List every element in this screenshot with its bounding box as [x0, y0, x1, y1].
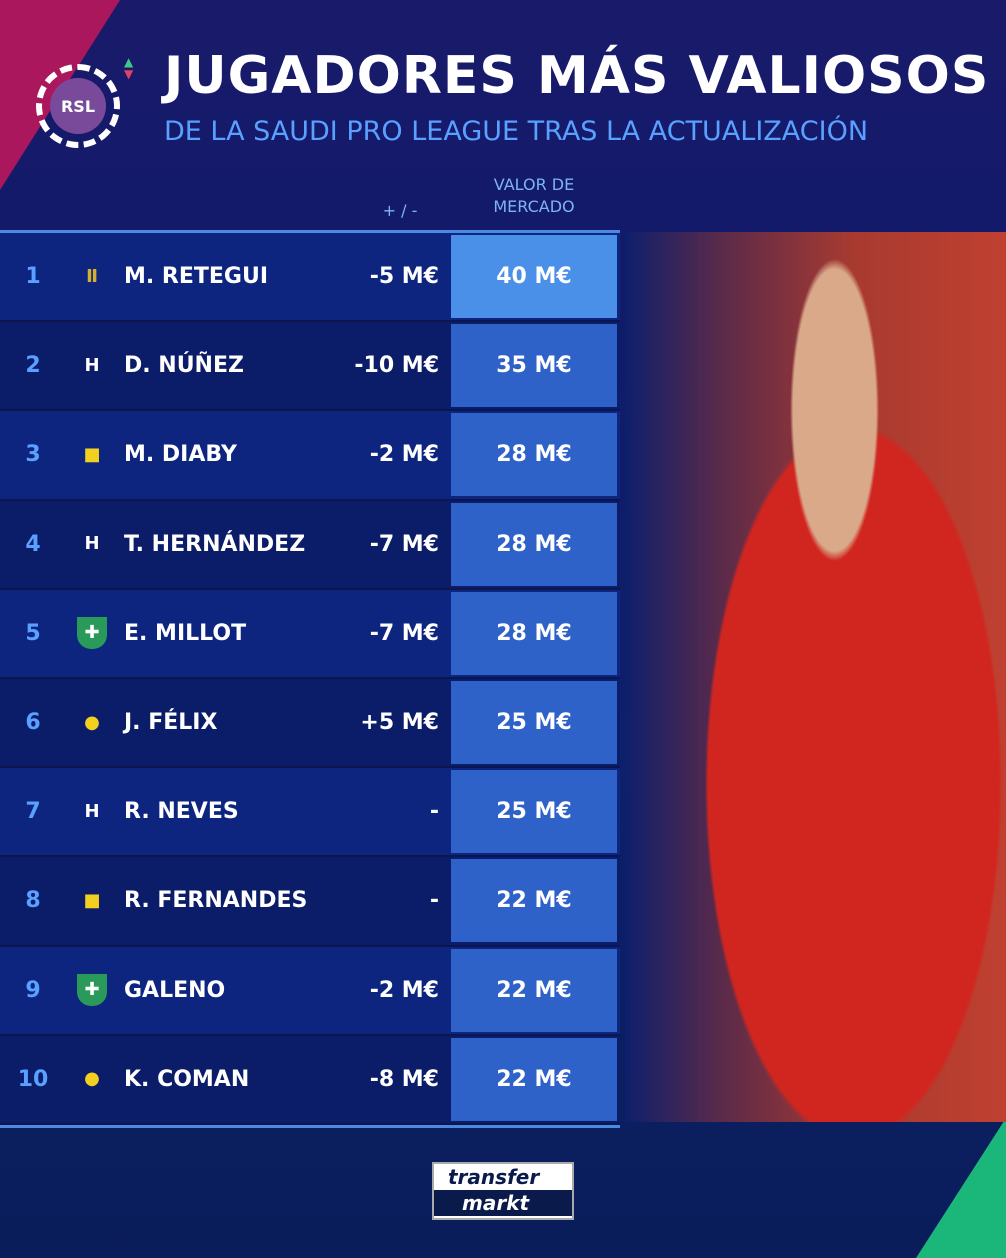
- market-value: 28 M€: [451, 502, 617, 586]
- value-change: -8 M€: [369, 1066, 439, 1092]
- page-title: JUGADORES MÁS VALIOSOS: [164, 46, 990, 106]
- rank: 3: [25, 442, 41, 468]
- transfermarkt-logo: transfer markt: [432, 1162, 574, 1220]
- value-change: +5 M€: [360, 710, 439, 736]
- value-change: -: [429, 799, 439, 825]
- player-photo: [625, 232, 1006, 1122]
- decorative-corner-green: [916, 1118, 1006, 1258]
- market-value: 22 M€: [451, 1037, 617, 1121]
- al-hilal-crest-icon: H: [84, 354, 100, 376]
- player-name: M. DIABY: [124, 442, 237, 468]
- rank: 10: [17, 1066, 49, 1092]
- value-change: -7 M€: [369, 531, 439, 557]
- rsl-logo: RSL: [36, 64, 120, 148]
- player-name: D. NÚÑEZ: [124, 353, 244, 379]
- ranking-table: 1 Ⅱ M. RETEGUI -5 M€ 40 M€ 2 H D. NÚÑEZ -…: [0, 230, 620, 1128]
- rank: 4: [25, 531, 41, 557]
- player-name: E. MILLOT: [124, 620, 247, 646]
- table-row: 9 ✚ GALENO -2 M€ 22 M€: [0, 946, 620, 1036]
- page-subtitle: DE LA SAUDI PRO LEAGUE TRAS LA ACTUALIZA…: [164, 116, 869, 147]
- player-name: K. COMAN: [124, 1066, 250, 1092]
- value-change: -2 M€: [369, 977, 439, 1003]
- market-value: 28 M€: [451, 413, 617, 497]
- value-change: -7 M€: [369, 620, 439, 646]
- player-name: T. HERNÁNDEZ: [124, 531, 306, 557]
- player-name: GALENO: [124, 977, 226, 1003]
- rank: 8: [25, 888, 41, 914]
- market-value: 22 M€: [451, 859, 617, 943]
- table-row: 4 H T. HERNÁNDEZ -7 M€ 28 M€: [0, 500, 620, 590]
- rank: 5: [25, 620, 41, 646]
- table-row: 6 ● J. FÉLIX +5 M€ 25 M€: [0, 678, 620, 769]
- al-hilal-crest-icon: H: [84, 800, 100, 822]
- table-row: 3 ■ M. DIABY -2 M€ 28 M€: [0, 411, 620, 501]
- al-ittihad-crest-icon: ■: [83, 889, 101, 911]
- al-nassr-crest-icon: ●: [84, 711, 100, 733]
- al-nassr-crest-icon: ●: [84, 1068, 100, 1090]
- table-row: 8 ■ R. FERNANDES - 22 M€: [0, 857, 620, 947]
- table-row: 10 ● K. COMAN -8 M€ 22 M€: [0, 1035, 620, 1125]
- table-row: 2 H D. NÚÑEZ -10 M€ 35 M€: [0, 322, 620, 412]
- player-name: R. NEVES: [124, 799, 239, 825]
- up-down-arrows-icon: ▲ ▼: [124, 55, 134, 81]
- rank: 1: [25, 264, 41, 290]
- value-change: -: [429, 888, 439, 914]
- change-column-header: + / -: [382, 201, 418, 220]
- value-change: -10 M€: [354, 353, 439, 379]
- market-value: 28 M€: [451, 591, 617, 675]
- value-change: -5 M€: [369, 264, 439, 290]
- table-row: 5 ✚ E. MILLOT -7 M€ 28 M€: [0, 589, 620, 679]
- market-value: 35 M€: [451, 324, 617, 408]
- market-value: 25 M€: [451, 681, 617, 765]
- al-ahli-crest-icon: ✚: [77, 974, 107, 1007]
- market-value: 22 M€: [451, 948, 617, 1032]
- al-ahli-crest-icon: ✚: [77, 617, 107, 650]
- rank: 9: [25, 977, 41, 1003]
- market-value: 40 M€: [451, 235, 617, 319]
- market-value: 25 M€: [451, 770, 617, 854]
- player-name: R. FERNANDES: [124, 888, 308, 914]
- rank: 2: [25, 353, 41, 379]
- table-row: 7 H R. NEVES - 25 M€: [0, 768, 620, 858]
- table-row: 1 Ⅱ M. RETEGUI -5 M€ 40 M€: [0, 233, 620, 323]
- player-name: M. RETEGUI: [124, 264, 269, 290]
- al-ittihad-crest-icon: ■: [83, 443, 101, 465]
- rank: 7: [25, 799, 41, 825]
- rank: 6: [25, 710, 41, 736]
- al-qadsiah-crest-icon: Ⅱ: [86, 265, 98, 287]
- al-hilal-crest-icon: H: [84, 533, 100, 555]
- value-change: -2 M€: [369, 442, 439, 468]
- value-column-header: VALOR DE MERCADO: [493, 175, 575, 216]
- player-name: J. FÉLIX: [124, 710, 218, 736]
